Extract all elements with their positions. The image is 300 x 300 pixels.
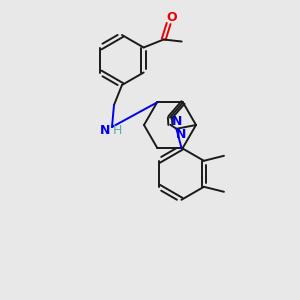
Text: N: N: [176, 128, 187, 141]
Text: N: N: [172, 115, 182, 128]
Text: N: N: [100, 124, 110, 136]
Text: O: O: [166, 11, 177, 24]
Text: H: H: [112, 124, 122, 136]
